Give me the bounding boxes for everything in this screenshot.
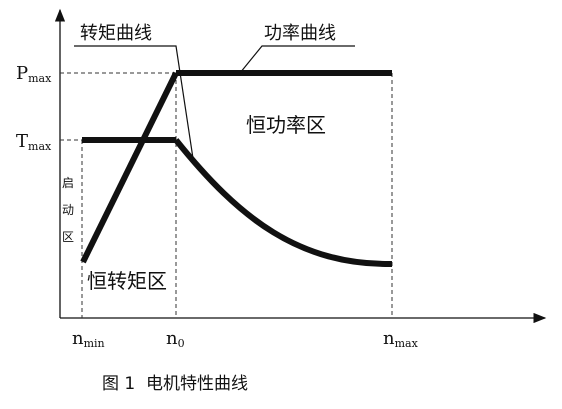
startup-region-label-2: 动 bbox=[62, 203, 74, 217]
startup-region-label-3: 区 bbox=[62, 230, 74, 244]
constant-torque-region-label: 恒转矩区 bbox=[87, 269, 167, 293]
leader-lines bbox=[74, 45, 355, 166]
torque-decay-curve bbox=[173, 138, 393, 268]
power-rise-line bbox=[80, 71, 179, 264]
power-curve-label: 功率曲线 bbox=[264, 23, 336, 44]
t-max-label: Tmax bbox=[16, 131, 52, 153]
n-max-label: nmax bbox=[383, 328, 419, 350]
characteristic-curves bbox=[80, 70, 393, 268]
n-0-label: n0 bbox=[166, 328, 185, 350]
constant-power-region-label: 恒功率区 bbox=[246, 113, 326, 137]
n-min-label: nmin bbox=[72, 328, 105, 350]
startup-region-label-1: 启 bbox=[62, 176, 74, 190]
torque-curve-leader bbox=[74, 45, 195, 166]
p-max-label: Pmax bbox=[16, 63, 52, 85]
power-curve-leader bbox=[239, 45, 355, 74]
figure-caption: 图 1 电机特性曲线 bbox=[102, 374, 248, 394]
torque-curve-label: 转矩曲线 bbox=[80, 23, 152, 44]
guide-lines bbox=[60, 72, 393, 318]
